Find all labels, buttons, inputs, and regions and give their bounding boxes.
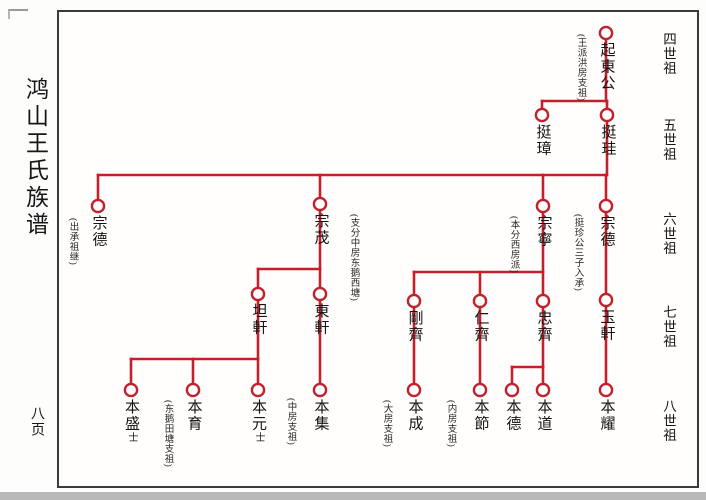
person-marker-qidonggong bbox=[598, 25, 614, 41]
person-marker-gangqi bbox=[406, 293, 422, 309]
person-marker-zongmao bbox=[312, 196, 328, 212]
person-name-benjie: 本節 bbox=[472, 399, 489, 432]
person-name-benyu: 本育 bbox=[185, 399, 202, 432]
generation-label-5: 五世祖 bbox=[661, 118, 676, 162]
person-name-bencheng: 本成 bbox=[406, 399, 423, 432]
person-name-renqi: 仁齊 bbox=[472, 310, 489, 343]
branch-note-zongde-1: (出承祖继) bbox=[67, 218, 78, 266]
page-number-label: 八页 bbox=[29, 406, 44, 438]
genealogy-title: 鸿山王氏族谱 bbox=[22, 77, 48, 239]
person-name-tingzhang: 挺璋 bbox=[534, 124, 551, 157]
person-name-dongxuan: 東軒 bbox=[312, 303, 329, 336]
person-name-suffix: 士 bbox=[126, 432, 137, 442]
branch-note-benjie: (内房支祖) bbox=[445, 400, 456, 448]
person-name-zongde-2: 宗德 bbox=[598, 215, 615, 248]
person-marker-zongde-1 bbox=[90, 198, 106, 214]
person-marker-renqi bbox=[472, 293, 488, 309]
branch-note-qidonggong: (王派洪房支祖) bbox=[575, 34, 586, 102]
person-name-zongde-1: 宗德 bbox=[90, 215, 107, 248]
branch-note-benji: (中房支祖) bbox=[285, 398, 296, 446]
person-name-suffix: 士 bbox=[253, 432, 264, 442]
branch-note-zongning: (本分西房派) bbox=[508, 216, 519, 274]
branch-note-zongde-2: (挺珍公三子入承) bbox=[572, 214, 583, 292]
person-marker-bendao bbox=[535, 382, 551, 398]
person-marker-yuxuan bbox=[598, 292, 614, 308]
person-name-gangqi: 剛齊 bbox=[406, 310, 423, 343]
person-marker-tinggui bbox=[599, 107, 615, 123]
person-marker-zongde-2 bbox=[598, 198, 614, 214]
person-marker-bensheng bbox=[123, 382, 139, 398]
person-name-bendao: 本道 bbox=[535, 399, 552, 432]
scan-corner-mark bbox=[8, 9, 28, 19]
person-name-bende: 本德 bbox=[504, 399, 521, 432]
person-name-yuxuan: 玉軒 bbox=[598, 309, 615, 342]
person-marker-tanxuan bbox=[250, 286, 266, 302]
person-name-benji: 本集 bbox=[312, 399, 329, 432]
person-marker-benyu bbox=[185, 382, 201, 398]
person-name-benyao: 本耀 bbox=[598, 399, 615, 432]
person-name-bensheng: 本盛士 bbox=[123, 399, 139, 442]
person-marker-zhongqi bbox=[535, 293, 551, 309]
person-name-benyuan: 本元士 bbox=[250, 399, 266, 442]
person-marker-benji bbox=[312, 382, 328, 398]
generation-label-6: 六世祖 bbox=[661, 212, 676, 256]
scan-edge-strip bbox=[0, 492, 706, 500]
person-marker-bencheng bbox=[406, 382, 422, 398]
person-marker-tingzhang bbox=[534, 107, 550, 123]
branch-note-bencheng: (大房支祖) bbox=[381, 400, 392, 448]
person-marker-benyao bbox=[598, 382, 614, 398]
person-marker-benyuan bbox=[250, 382, 266, 398]
person-name-tinggui: 挺珪 bbox=[599, 124, 616, 157]
chart-frame bbox=[57, 10, 699, 488]
person-marker-dongxuan bbox=[312, 286, 328, 302]
person-marker-zongning bbox=[535, 198, 551, 214]
person-marker-bende bbox=[504, 382, 520, 398]
branch-note-benyu: (东鹅田塘支祖) bbox=[162, 400, 173, 468]
branch-note-zongmao: (支分中房东鹅西塘) bbox=[348, 214, 359, 302]
person-marker-benjie bbox=[472, 382, 488, 398]
person-name-qidonggong: 起東公 bbox=[598, 42, 615, 92]
person-name-tanxuan: 坦軒 bbox=[250, 303, 267, 336]
generation-label-8: 八世祖 bbox=[661, 399, 676, 443]
person-name-zongmao: 宗茂 bbox=[312, 213, 329, 246]
person-name-zhongqi: 忠齊 bbox=[535, 310, 552, 343]
generation-label-4: 四世祖 bbox=[661, 32, 676, 76]
person-name-zongning: 宗寧 bbox=[535, 215, 552, 248]
generation-label-7: 七世祖 bbox=[661, 305, 676, 349]
